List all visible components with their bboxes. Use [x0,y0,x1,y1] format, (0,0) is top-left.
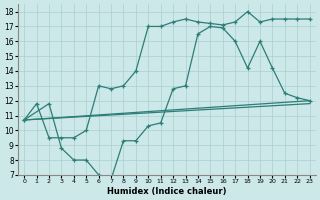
X-axis label: Humidex (Indice chaleur): Humidex (Indice chaleur) [107,187,227,196]
